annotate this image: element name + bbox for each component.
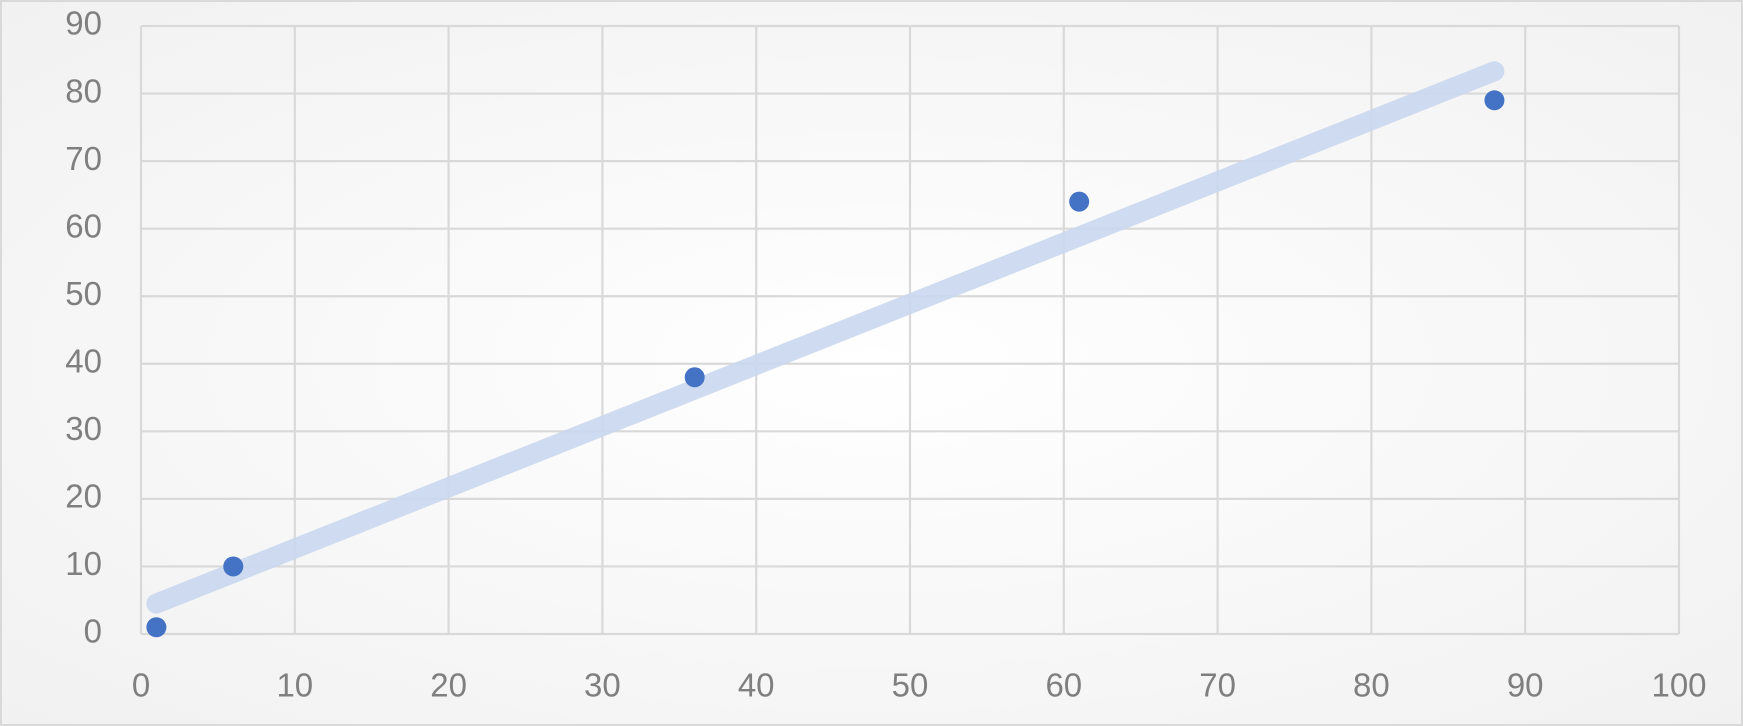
x-tick-label: 60 bbox=[1045, 667, 1082, 704]
y-tick-label: 80 bbox=[65, 72, 102, 109]
point bbox=[1069, 191, 1090, 212]
x-tick-label: 0 bbox=[132, 667, 150, 704]
x-tick-label: 100 bbox=[1651, 667, 1706, 704]
y-tick-label: 10 bbox=[65, 545, 102, 582]
point bbox=[223, 556, 244, 577]
x-tick-label: 20 bbox=[430, 667, 467, 704]
x-tick-label: 10 bbox=[276, 667, 313, 704]
y-tick-label: 90 bbox=[65, 5, 102, 42]
x-tick-label: 80 bbox=[1353, 667, 1390, 704]
y-tick-label: 0 bbox=[84, 613, 102, 650]
x-tick-label: 50 bbox=[892, 667, 929, 704]
trendline bbox=[146, 61, 1505, 614]
y-tick-label: 60 bbox=[65, 207, 102, 244]
x-tick-label: 90 bbox=[1507, 667, 1544, 704]
y-tick-label: 70 bbox=[65, 140, 102, 177]
y-tick-label: 50 bbox=[65, 275, 102, 312]
point bbox=[146, 617, 167, 638]
y-tick-label: 40 bbox=[65, 342, 102, 379]
x-tick-label: 40 bbox=[738, 667, 775, 704]
y-tick-label: 30 bbox=[65, 410, 102, 447]
x-tick-label: 70 bbox=[1199, 667, 1236, 704]
x-tick-label: 30 bbox=[584, 667, 621, 704]
y-tick-label: 20 bbox=[65, 478, 102, 515]
point bbox=[1484, 90, 1505, 111]
point bbox=[684, 367, 705, 388]
